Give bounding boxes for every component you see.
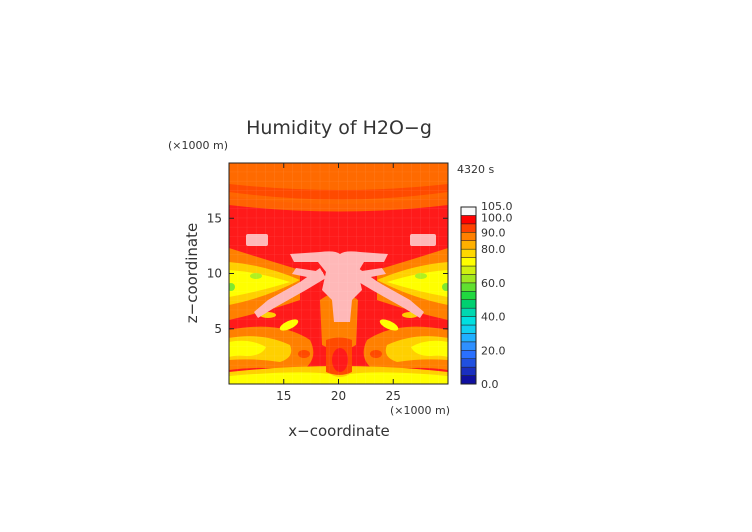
colorbar-frame bbox=[460, 206, 477, 385]
colorbar-segment bbox=[460, 366, 477, 376]
colorbar-segment bbox=[460, 240, 477, 250]
plot-area bbox=[228, 162, 449, 385]
colorbar-label: 40.0 bbox=[481, 311, 506, 324]
y-axis: 5 10 15 bbox=[207, 211, 448, 336]
colorbar-segment bbox=[460, 358, 477, 368]
y-tick-label: 5 bbox=[214, 322, 222, 336]
colorbar-segment bbox=[460, 333, 477, 343]
colorbar-segment bbox=[460, 299, 477, 309]
colorbar-segment bbox=[460, 232, 477, 241]
colorbar-segment bbox=[460, 307, 477, 317]
x-axis: 15 20 25 bbox=[276, 163, 401, 403]
colorbar-segment bbox=[460, 324, 477, 334]
chart-title: Humidity of H2O−g bbox=[246, 117, 432, 139]
colorbar-label: 100.0 bbox=[481, 211, 513, 224]
x-axis-label: x−coordinate bbox=[288, 422, 389, 440]
colorbar-segment bbox=[460, 316, 477, 326]
colorbar-segment bbox=[460, 248, 477, 258]
y-axis-label: z−coordinate bbox=[183, 223, 201, 323]
colorbar-label: 20.0 bbox=[481, 344, 506, 357]
x-tick-label: 15 bbox=[276, 389, 291, 403]
time-label: 4320 s bbox=[457, 163, 494, 176]
colorbar-segment bbox=[460, 257, 477, 267]
colorbar-segment bbox=[460, 341, 477, 351]
colorbar-label: 60.0 bbox=[481, 277, 506, 290]
y-tick-label: 10 bbox=[207, 267, 222, 281]
colorbar-segment bbox=[460, 223, 477, 233]
colorbar-segment bbox=[460, 215, 477, 225]
colorbar-segment bbox=[460, 282, 477, 292]
x-unit-label: (×1000 m) bbox=[390, 404, 450, 417]
colorbar-label: 0.0 bbox=[481, 378, 499, 391]
humidity-field bbox=[229, 163, 448, 384]
colorbar-segment bbox=[460, 375, 477, 385]
colorbar-label: 90.0 bbox=[481, 226, 506, 239]
colorbar-segment bbox=[460, 350, 477, 359]
colorbar-segment bbox=[460, 206, 477, 216]
colorbar-segment bbox=[460, 291, 477, 300]
colorbar-segment bbox=[460, 274, 477, 284]
y-tick-label: 15 bbox=[207, 211, 222, 225]
colorbar-label: 105.0 bbox=[481, 200, 513, 213]
colorbar-label: 80.0 bbox=[481, 243, 506, 256]
x-tick-label: 20 bbox=[331, 389, 346, 403]
colorbar-segment bbox=[460, 265, 477, 275]
x-tick-label: 25 bbox=[386, 389, 401, 403]
y-unit-label: (×1000 m) bbox=[168, 139, 228, 152]
